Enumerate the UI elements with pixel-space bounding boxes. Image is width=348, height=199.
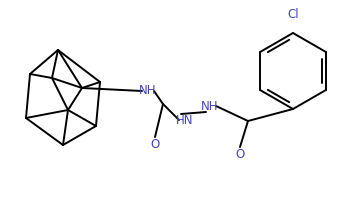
Text: NH: NH — [201, 100, 219, 112]
Text: O: O — [235, 147, 245, 161]
Text: NH: NH — [139, 85, 157, 98]
Text: Cl: Cl — [287, 8, 299, 20]
Text: HN: HN — [176, 113, 194, 127]
Text: O: O — [150, 138, 160, 150]
